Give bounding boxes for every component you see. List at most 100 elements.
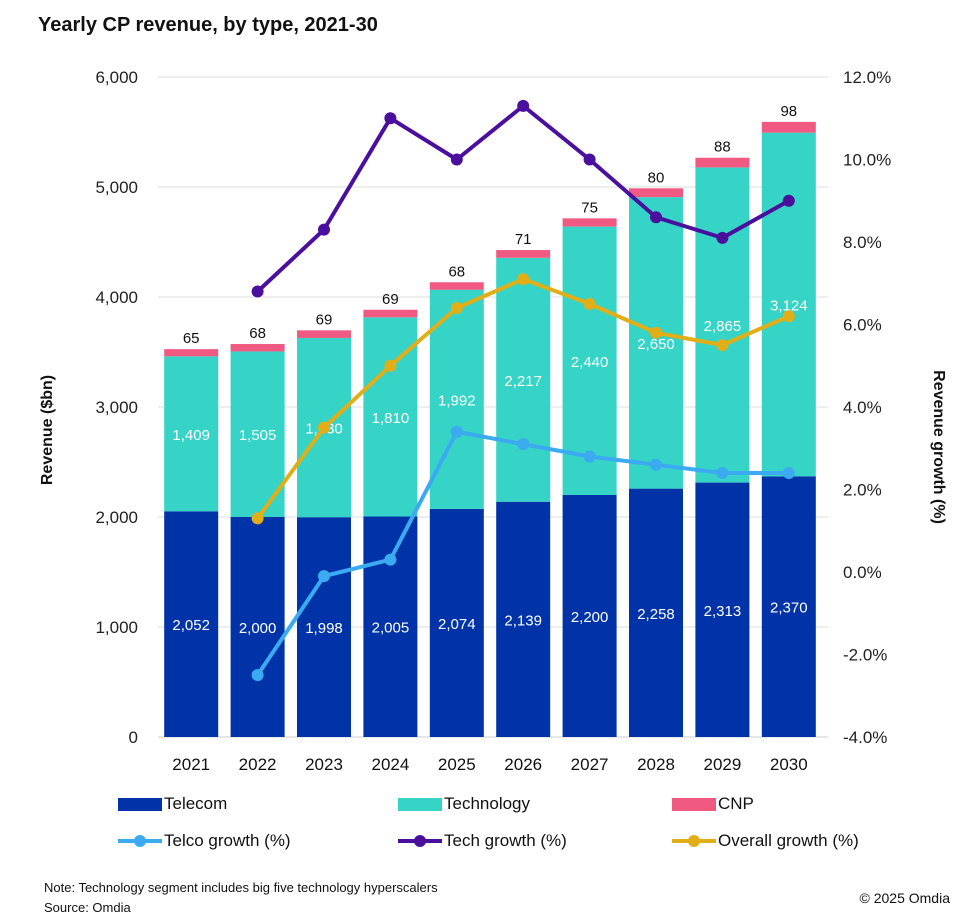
point-tech-growth: [650, 211, 662, 224]
y2-tick-label: 2.0%: [843, 481, 882, 500]
data-label-telecom: 2,052: [172, 617, 210, 634]
data-label-telecom: 2,200: [571, 609, 609, 626]
bar-telecom-2021: [164, 511, 219, 737]
data-label-telecom: 2,139: [504, 612, 542, 629]
data-label-technology: 1,505: [239, 427, 277, 444]
x-tick-label: 2029: [703, 755, 741, 774]
y2-axis-title: Revenue growth (%): [930, 370, 947, 524]
data-label-telecom: 2,005: [372, 620, 410, 637]
data-label-cnp: 88: [714, 139, 731, 156]
x-tick-label: 2021: [172, 755, 210, 774]
data-label-cnp: 65: [183, 330, 200, 347]
data-label-cnp: 98: [780, 103, 797, 120]
bars: 2,0521,409652,0001,505681,9981,630692,00…: [164, 103, 816, 737]
bar-technology-2026: [496, 257, 551, 502]
y2-tick-label: 10.0%: [843, 151, 891, 170]
source-text: Source: Omdia: [44, 900, 131, 915]
data-label-telecom: 2,370: [770, 600, 808, 617]
bar-technology-2021: [164, 356, 219, 512]
bar-telecom-2028: [629, 488, 683, 737]
data-label-telecom: 2,074: [438, 616, 476, 633]
point-tech-growth: [384, 112, 397, 125]
data-label-technology: 3,124: [770, 297, 808, 314]
data-label-cnp: 68: [249, 325, 266, 342]
point-telco-growth: [251, 669, 264, 682]
data-label-technology: 2,440: [571, 354, 609, 371]
point-tech-growth: [318, 223, 330, 236]
point-telco-growth: [716, 467, 729, 479]
data-label-telecom: 2,000: [239, 620, 277, 637]
data-label-telecom: 2,313: [704, 603, 742, 620]
x-tick-label: 2030: [770, 755, 808, 774]
footnote: Note: Technology segment includes big fi…: [44, 878, 438, 918]
y2-tick-label: -2.0%: [843, 646, 887, 665]
data-label-cnp: 69: [382, 291, 399, 308]
y2-tick-label: 8.0%: [843, 233, 882, 252]
x-tick-label: 2022: [239, 755, 277, 774]
point-telco-growth: [318, 570, 330, 583]
bar-telecom-2025: [429, 508, 484, 737]
point-telco-growth: [517, 438, 530, 451]
point-tech-growth: [583, 153, 596, 166]
data-label-telecom: 1,998: [305, 620, 343, 637]
data-label-technology: 2,650: [637, 336, 675, 353]
point-overall-growth: [583, 297, 596, 310]
y-axis-title: Revenue ($bn): [39, 375, 56, 485]
bar-cnp-2021: [164, 349, 219, 357]
y2-tick-label: 0.0%: [843, 563, 882, 582]
data-label-cnp: 69: [316, 311, 333, 328]
bar-cnp-2028: [629, 188, 683, 198]
bar-technology-2027: [562, 226, 617, 495]
data-label-technology: 1,810: [372, 410, 410, 427]
y-axis-left: 0 1,000 2,000 3,000 4,000 5,000 6,000: [95, 68, 138, 747]
x-tick-label: 2027: [571, 755, 609, 774]
point-overall-growth: [650, 326, 662, 339]
x-tick-label: 2024: [371, 755, 409, 774]
y-tick-label: 6,000: [95, 68, 138, 87]
point-overall-growth: [450, 302, 463, 314]
point-telco-growth: [650, 458, 662, 471]
point-telco-growth: [384, 553, 397, 566]
y2-tick-label: 6.0%: [843, 316, 882, 335]
point-telco-growth: [583, 450, 596, 463]
point-overall-growth: [251, 512, 264, 525]
y2-tick-label: 12.0%: [843, 68, 891, 87]
y-axis-right: -4.0% -2.0% 0.0% 2.0% 4.0% 6.0% 8.0% 10.0% 12.0%: [843, 68, 891, 747]
point-overall-growth: [782, 310, 795, 323]
bar-cnp-2022: [230, 343, 285, 352]
point-tech-growth: [251, 285, 264, 298]
bar-cnp-2023: [297, 330, 351, 338]
point-overall-growth: [318, 421, 330, 434]
point-telco-growth: [782, 467, 795, 479]
point-overall-growth: [517, 273, 530, 286]
y2-tick-label: -4.0%: [843, 728, 887, 747]
bar-telecom-2022: [230, 517, 285, 737]
copyright: © 2025 Omdia: [859, 890, 950, 906]
y-tick-label: 3,000: [95, 398, 138, 417]
bar-telecom-2029: [695, 482, 750, 737]
growth-lines: [251, 99, 795, 682]
bar-technology-2030: [761, 132, 816, 477]
bar-telecom-2027: [562, 495, 617, 737]
point-overall-growth: [384, 359, 397, 372]
x-tick-label: 2026: [504, 755, 542, 774]
bar-cnp-2029: [695, 157, 750, 168]
x-tick-label: 2025: [438, 755, 476, 774]
y-tick-label: 0: [129, 728, 138, 747]
chart-title: Yearly CP revenue, by type, 2021-30: [38, 14, 378, 36]
bar-cnp-2027: [562, 218, 617, 227]
bar-cnp-2026: [496, 250, 551, 258]
bar-technology-2022: [230, 351, 285, 517]
bar-telecom-2023: [297, 517, 351, 737]
data-label-cnp: 80: [648, 169, 665, 186]
bar-telecom-2026: [496, 501, 551, 737]
data-label-cnp: 71: [515, 231, 532, 248]
point-tech-growth: [450, 153, 463, 166]
note-text: Note: Technology segment includes big fi…: [44, 880, 438, 895]
point-telco-growth: [450, 425, 463, 438]
bar-cnp-2025: [429, 282, 484, 290]
point-overall-growth: [716, 339, 729, 352]
x-tick-label: 2028: [637, 755, 675, 774]
y-tick-label: 1,000: [95, 618, 138, 637]
